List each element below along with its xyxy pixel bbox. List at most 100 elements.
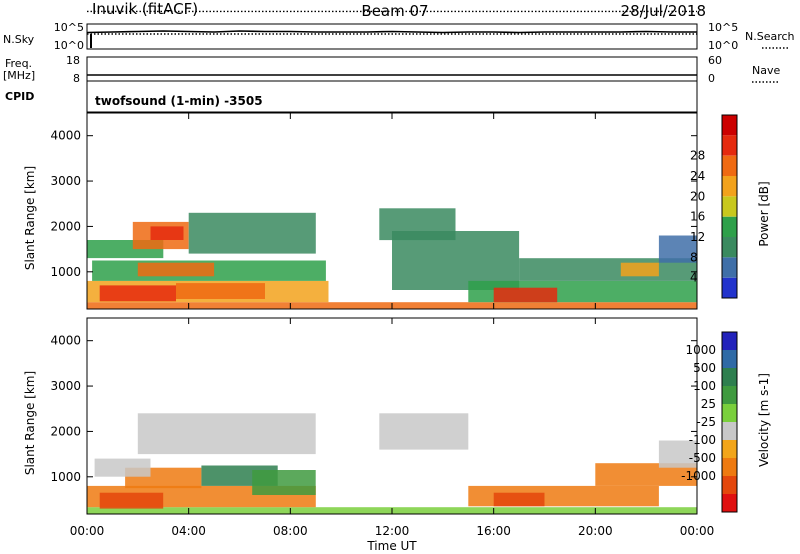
colorbar-segment — [722, 440, 737, 458]
y-tick-label: 1000 — [50, 470, 81, 484]
colorbar-frame — [721, 114, 738, 299]
y-tick-label: 3000 — [50, 379, 81, 393]
nsearch-tick-bottom: 10^0 — [708, 39, 738, 52]
scatter-region-12 — [658, 440, 697, 468]
colorbar-tick-label: 20 — [690, 189, 705, 203]
nsearch-tick-top: 10^5 — [708, 21, 738, 34]
freq-tick-top: 18 — [66, 54, 80, 67]
velocity-ylabel: Slant Range [km] — [23, 371, 37, 475]
y-tick-label: 2000 — [50, 219, 81, 233]
y-tick-label: 1000 — [50, 265, 81, 279]
velocity-colorbar: 1000 500 100 25 -25 -100 -500 -1000 — [681, 331, 738, 513]
power-colorbar-label: Power [dB] — [757, 181, 771, 246]
cpid-band: CPID twofsound (1-min) -3505 — [5, 80, 698, 113]
colorbar-tick-label: 500 — [693, 361, 716, 375]
nsky-tick-bottom: 10^0 — [54, 39, 84, 52]
velocity-panel: 1000 2000 3000 4000 Slant Range [km] 1000 50… — [23, 317, 771, 515]
colorbar-segment — [722, 476, 737, 494]
freq-frame — [86, 56, 698, 82]
colorbar-tick-label: -25 — [696, 415, 716, 429]
scatter-region-6 — [94, 458, 151, 477]
scatter-region-8 — [379, 413, 469, 450]
scatter-region-7 — [137, 413, 316, 455]
nsky-tick-top: 10^5 — [54, 21, 84, 34]
nave-tick-top: 60 — [708, 54, 722, 67]
scatter-region-11 — [595, 463, 697, 486]
scatter-region-5 — [137, 262, 215, 277]
colorbar-segment — [722, 350, 737, 368]
power-colorbar: 4 8 12 16 20 24 28 — [690, 114, 738, 299]
scatter-region-9 — [188, 212, 316, 254]
scatter-region-13 — [493, 287, 558, 303]
cpid-label: CPID — [5, 90, 34, 103]
cpid-frame — [86, 80, 698, 113]
freq-tick-bottom: 8 — [73, 72, 80, 85]
colorbar-tick-label: -1000 — [681, 469, 716, 483]
colorbar-segment — [722, 115, 737, 136]
power-scatter-regions — [87, 208, 698, 309]
date-title: 28/Jul/2018 — [621, 2, 706, 20]
colorbar-tick-label: 1000 — [685, 343, 716, 357]
scatter-region-2 — [99, 492, 164, 509]
y-tick-label: 2000 — [50, 424, 81, 438]
colorbar-tick-label: 28 — [690, 149, 705, 163]
nsky-panel: N.Sky 10^5 10^0 N.Search 10^5 10^0 — [3, 21, 795, 52]
x-tick-label: 20:00 — [578, 524, 613, 538]
colorbar-tick-label: -100 — [689, 433, 716, 447]
colorbar-segment — [722, 386, 737, 404]
x-tick-label: 08:00 — [273, 524, 308, 538]
colorbar-segment — [722, 404, 737, 422]
velocity-y-axis: 1000 2000 3000 4000 — [50, 334, 697, 484]
freq-unit: [MHz] — [3, 69, 35, 82]
colorbar-segment — [722, 176, 737, 197]
scatter-region-16 — [658, 235, 697, 263]
scatter-region-8 — [150, 226, 184, 240]
nsky-label: N.Sky — [3, 33, 35, 46]
colorbar-segment — [722, 332, 737, 350]
station-title: Inuvik (fitACF) — [92, 0, 198, 18]
nsky-frame — [86, 23, 698, 50]
nave-tick-bottom: 0 — [708, 72, 715, 85]
colorbar-segment — [722, 135, 737, 156]
time-x-axis: 00:00 04:00 08:00 12:00 16:00 20:00 00:00 — [70, 113, 714, 538]
power-ylabel: Slant Range [km] — [23, 166, 37, 270]
colorbar-tick-label: -500 — [689, 451, 716, 465]
freq-panel: Freq. [MHz] 18 8 Nave 60 0 — [3, 54, 780, 85]
colorbar-segment — [722, 277, 737, 298]
colorbar-segment — [722, 422, 737, 440]
nsearch-label: N.Search — [745, 30, 795, 43]
colorbar-frame — [721, 331, 738, 513]
colorbar-segment — [722, 155, 737, 176]
colorbar-segment — [722, 494, 737, 512]
scatter-region-3 — [176, 283, 265, 299]
scatter-region-15 — [620, 262, 659, 277]
colorbar-tick-label: 24 — [690, 169, 705, 183]
x-tick-label: 04:00 — [171, 524, 206, 538]
x-tick-label: 16:00 — [476, 524, 511, 538]
colorbar-segment — [722, 368, 737, 386]
colorbar-segment — [722, 257, 737, 278]
velocity-colorbar-label: Velocity [m s-1] — [757, 373, 771, 467]
colorbar-tick-label: 16 — [690, 210, 705, 224]
x-tick-label: 12:00 — [375, 524, 410, 538]
mode-label: twofsound (1-min) -3505 — [95, 94, 263, 108]
power-panel: 1000 2000 3000 4000 Slant Range [km] 4 8 12 16… — [23, 112, 771, 310]
y-tick-label: 3000 — [50, 174, 81, 188]
scatter-region-11 — [392, 231, 520, 290]
colorbar-segment — [722, 196, 737, 217]
colorbar-tick-label: 4 — [690, 271, 698, 285]
series-line-0 — [86, 30, 697, 34]
colorbar-segment — [722, 216, 737, 237]
colorbar-tick-label: 25 — [701, 397, 716, 411]
colorbar-tick-label: 100 — [693, 379, 716, 393]
scatter-region-2 — [99, 285, 176, 302]
x-tick-label: 00:00 — [70, 524, 105, 538]
y-tick-label: 4000 — [50, 129, 81, 143]
scatter-region-10 — [493, 492, 545, 507]
scatter-region-5 — [252, 470, 316, 495]
colorbar-tick-label: 8 — [690, 250, 698, 264]
x-axis-label: Time UT — [366, 539, 417, 553]
colorbar-segment — [722, 237, 737, 258]
colorbar-segment — [722, 458, 737, 476]
